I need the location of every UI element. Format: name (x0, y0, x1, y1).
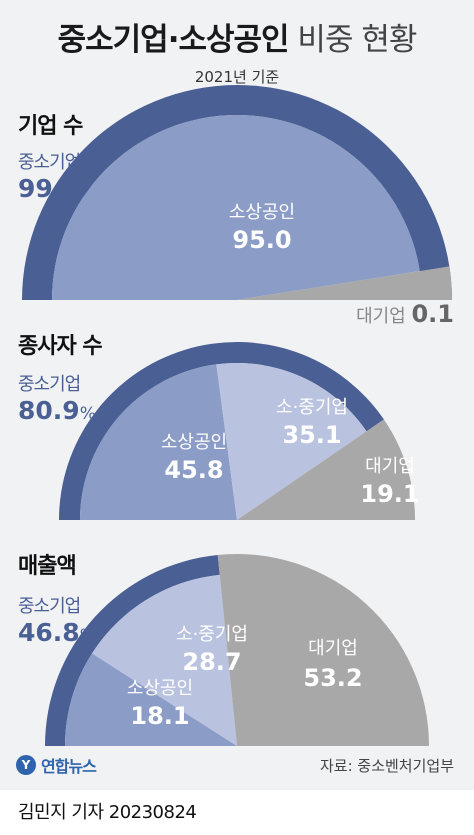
value-medium-sme: 35.1 (282, 421, 341, 449)
slice-medium-sme (216, 363, 367, 520)
footer: Y 연합뉴스 자료: 중소벤처기업부 (0, 746, 474, 786)
slice-small-biz (52, 114, 420, 300)
sme-label-employees: 중소기업 (18, 374, 81, 395)
page-title: 중소기업·소상공인 비중 현황 (57, 22, 418, 58)
value-small-biz: 45.8 (164, 456, 223, 484)
byline: 김민지 기자 20230824 (18, 802, 197, 823)
yonhap-logo: Y 연합뉴스 (16, 753, 97, 777)
value-medium-sme: 28.7 (182, 648, 241, 676)
slice-small-biz (80, 364, 237, 520)
chart-companies: 소상공인 95.0 (22, 85, 452, 300)
value-small-biz: 18.1 (130, 702, 189, 730)
chart-sales: 소상공인 18.1 소·중기업 28.7 대기업 53.2 (45, 554, 429, 746)
source-note: 자료: 중소벤처기업부 (319, 757, 454, 775)
section-title-employees: 종사자 수 (18, 334, 103, 359)
value-large: 53.2 (303, 664, 362, 692)
label-large: 대기업 (365, 456, 415, 477)
slice-large (237, 419, 415, 520)
slice-medium-sme (92, 574, 237, 746)
value-large: 19.1 (360, 480, 419, 508)
section-title-companies: 기업 수 (18, 114, 83, 139)
label-small-biz: 소상공인 (229, 202, 295, 223)
sme-label-sales: 중소기업 (18, 596, 81, 617)
sme-label-companies: 중소기업 (18, 152, 81, 173)
label-medium-sme: 소·중기업 (176, 624, 248, 645)
slice-large (217, 554, 429, 746)
label-medium-sme: 소·중기업 (276, 397, 348, 418)
yonhap-logo-icon: Y (16, 755, 36, 775)
value-small-biz: 95.0 (232, 226, 291, 254)
label-small-biz: 소상공인 (127, 678, 193, 699)
logo-text: 연합뉴스 (41, 757, 97, 776)
page-subtitle: 2021년 기준 (194, 68, 280, 86)
sme-band (45, 554, 220, 746)
chart-employees: 소상공인 45.8 소·중기업 35.1 대기업 19.1 (59, 342, 420, 520)
slice-small-biz (65, 653, 237, 746)
label-large: 대기업 (308, 638, 358, 659)
label-small-biz: 소상공인 (161, 432, 227, 453)
sme-value-employees: 80.9% (18, 396, 96, 425)
sme-band (59, 342, 384, 520)
large-company-label-companies: 대기업 0.1 (356, 300, 454, 328)
slice-large (237, 266, 452, 300)
sme-band (22, 85, 452, 300)
section-title-sales: 매출액 (18, 554, 77, 579)
